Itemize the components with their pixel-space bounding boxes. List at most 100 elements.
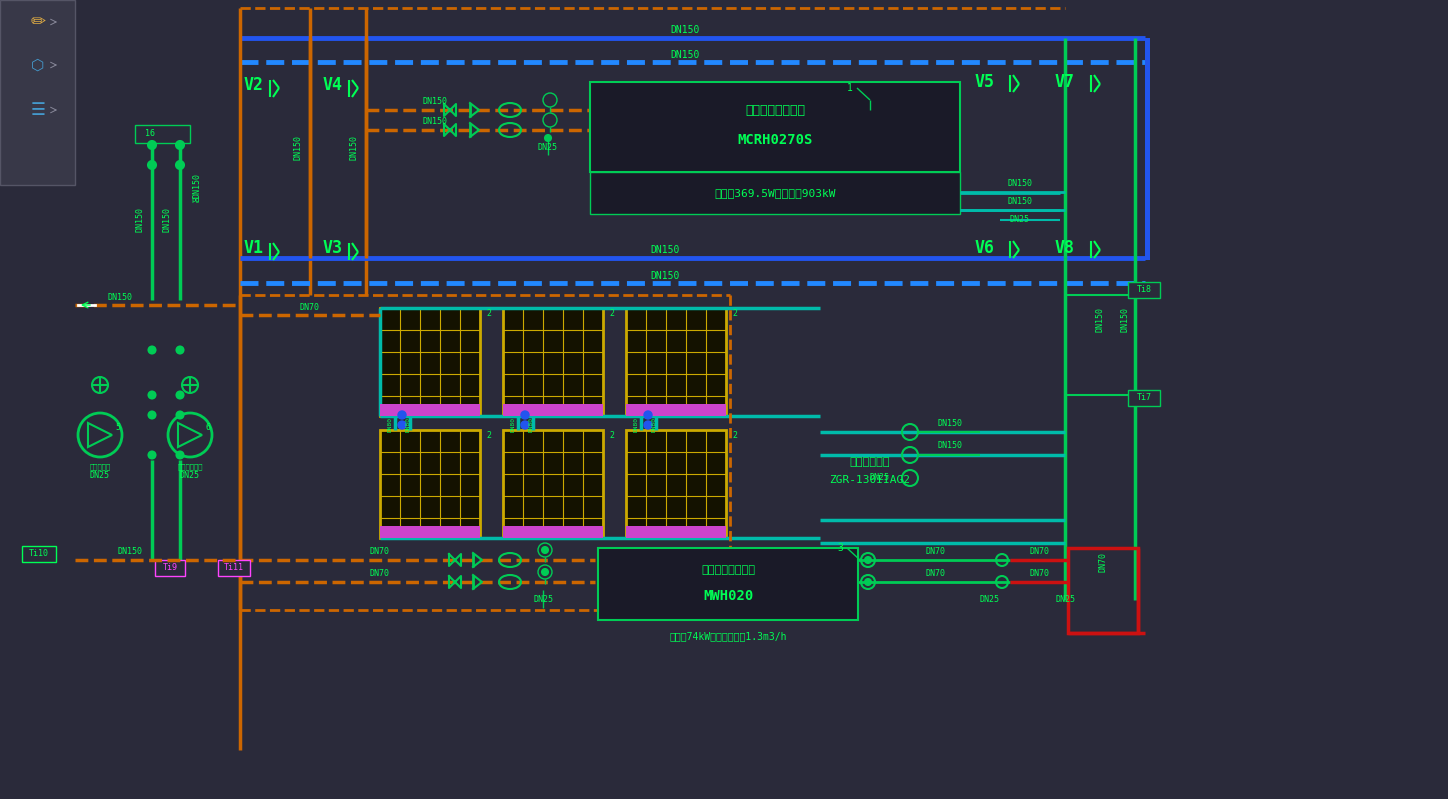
Bar bbox=[589, 172, 960, 214]
Text: 1: 1 bbox=[847, 83, 853, 93]
Text: DN150: DN150 bbox=[1096, 308, 1105, 332]
Bar bbox=[0, 0, 75, 185]
Text: DN25: DN25 bbox=[1056, 595, 1074, 605]
Text: DN25: DN25 bbox=[539, 144, 557, 153]
Bar bbox=[626, 308, 725, 416]
Text: DN150: DN150 bbox=[1008, 180, 1032, 189]
Bar bbox=[219, 560, 251, 576]
Circle shape bbox=[177, 392, 184, 399]
Text: 風冷模塊機組: 風冷模塊機組 bbox=[850, 457, 891, 467]
Text: Ti7: Ti7 bbox=[1137, 393, 1151, 403]
Bar bbox=[502, 430, 602, 538]
Circle shape bbox=[398, 421, 405, 429]
Bar bbox=[379, 308, 479, 416]
Text: V6: V6 bbox=[975, 239, 995, 257]
Bar bbox=[626, 430, 725, 538]
Text: DN25: DN25 bbox=[90, 471, 110, 479]
Text: DN70: DN70 bbox=[371, 547, 390, 556]
Text: ⬡: ⬡ bbox=[32, 58, 45, 73]
Bar bbox=[1069, 548, 1138, 633]
Text: DN25: DN25 bbox=[180, 471, 200, 479]
Text: 2: 2 bbox=[733, 431, 737, 440]
Circle shape bbox=[177, 347, 184, 353]
Text: DN150: DN150 bbox=[136, 208, 145, 233]
Text: ✏: ✏ bbox=[30, 13, 45, 31]
Text: DN150: DN150 bbox=[670, 25, 699, 35]
Bar bbox=[598, 548, 859, 620]
Text: DN70: DN70 bbox=[925, 570, 946, 578]
Bar bbox=[135, 125, 190, 143]
Text: DN150: DN150 bbox=[650, 245, 679, 255]
Text: Ti10: Ti10 bbox=[29, 550, 49, 559]
Bar bbox=[1145, 38, 1150, 260]
Text: V8: V8 bbox=[1056, 239, 1074, 257]
Text: 地源熱泵含水機組: 地源熱泵含水機組 bbox=[701, 565, 754, 575]
Bar bbox=[626, 526, 725, 538]
Text: DN150: DN150 bbox=[1121, 308, 1129, 332]
Text: 制冷量369.5W，制熱量903kW: 制冷量369.5W，制熱量903kW bbox=[714, 188, 835, 198]
Text: V2: V2 bbox=[245, 76, 264, 94]
Text: DN80: DN80 bbox=[529, 418, 533, 432]
Text: 2: 2 bbox=[610, 309, 614, 319]
Circle shape bbox=[398, 411, 405, 419]
Text: V5: V5 bbox=[975, 73, 995, 91]
Text: DN150: DN150 bbox=[650, 271, 679, 281]
Text: ☰: ☰ bbox=[30, 101, 45, 119]
Text: 2: 2 bbox=[733, 309, 737, 319]
Text: DN70: DN70 bbox=[925, 547, 946, 556]
Circle shape bbox=[177, 161, 184, 169]
Text: 2: 2 bbox=[487, 431, 491, 440]
Circle shape bbox=[149, 451, 155, 459]
Text: DN80: DN80 bbox=[634, 418, 639, 432]
Text: DN150: DN150 bbox=[294, 136, 303, 161]
Bar bbox=[155, 560, 185, 576]
Text: DN150: DN150 bbox=[670, 50, 699, 60]
Circle shape bbox=[148, 141, 156, 149]
Text: V7: V7 bbox=[1056, 73, 1074, 91]
Bar bbox=[379, 526, 479, 538]
Text: DN150: DN150 bbox=[349, 136, 359, 161]
Bar bbox=[379, 430, 479, 538]
Text: DN150: DN150 bbox=[193, 173, 201, 197]
Text: DN150: DN150 bbox=[937, 419, 963, 427]
Bar bbox=[1128, 390, 1160, 406]
Text: DN150: DN150 bbox=[1008, 197, 1032, 206]
Text: DN150: DN150 bbox=[162, 208, 171, 233]
Circle shape bbox=[864, 557, 872, 563]
Text: 6: 6 bbox=[206, 423, 210, 432]
Bar bbox=[379, 404, 479, 416]
Text: Ti8: Ti8 bbox=[1137, 285, 1151, 295]
Bar bbox=[22, 546, 56, 562]
Text: 制熱量74kW，循環水流量1.3m3/h: 制熱量74kW，循環水流量1.3m3/h bbox=[669, 631, 786, 641]
Text: V3: V3 bbox=[323, 239, 343, 257]
Bar bbox=[1128, 282, 1160, 298]
Circle shape bbox=[149, 347, 155, 353]
Circle shape bbox=[149, 411, 155, 419]
Bar bbox=[502, 526, 602, 538]
Bar bbox=[589, 82, 960, 172]
Text: 3: 3 bbox=[837, 543, 843, 553]
Circle shape bbox=[148, 161, 156, 169]
Circle shape bbox=[542, 547, 547, 553]
Text: V1: V1 bbox=[245, 239, 264, 257]
Text: DN70: DN70 bbox=[371, 570, 390, 578]
Bar bbox=[502, 404, 602, 416]
Bar bbox=[626, 404, 725, 416]
Bar bbox=[502, 308, 602, 416]
Text: DN70: DN70 bbox=[1099, 552, 1108, 572]
Text: 16: 16 bbox=[145, 129, 155, 138]
Circle shape bbox=[644, 421, 652, 429]
Text: DN80: DN80 bbox=[388, 418, 392, 432]
Circle shape bbox=[177, 451, 184, 459]
Text: DN25: DN25 bbox=[533, 595, 553, 605]
Circle shape bbox=[542, 569, 547, 575]
Circle shape bbox=[521, 411, 529, 419]
Text: DN80: DN80 bbox=[511, 418, 515, 432]
Text: pg: pg bbox=[191, 197, 200, 203]
Circle shape bbox=[177, 141, 184, 149]
Text: MCRH0270S: MCRH0270S bbox=[737, 133, 812, 147]
Text: V4: V4 bbox=[323, 76, 343, 94]
Text: 地源側循環: 地源側循環 bbox=[90, 463, 110, 471]
Text: DN150: DN150 bbox=[937, 442, 963, 451]
Text: DN70: DN70 bbox=[300, 303, 320, 312]
